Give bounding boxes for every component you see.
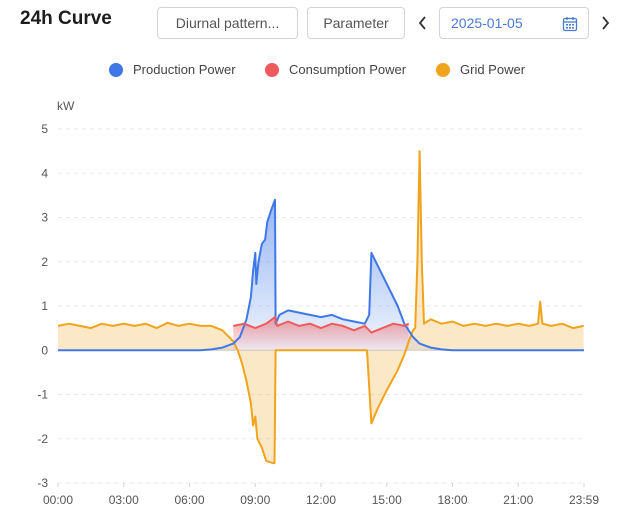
x-tick-label: 12:00 (306, 493, 336, 507)
y-tick-label: -2 (37, 432, 48, 446)
grid-line[interactable] (57, 150, 584, 465)
production-line[interactable] (58, 198, 584, 352)
production-dot-icon (109, 62, 123, 77)
chevron-right-icon (602, 16, 610, 30)
y-axis-unit: kW (57, 99, 75, 113)
next-day-button[interactable] (595, 10, 615, 36)
x-tick-label: 00:00 (43, 493, 73, 507)
y-tick-label: 4 (41, 166, 48, 180)
legend-consumption-label: Consumption Power (289, 62, 407, 77)
consumption-dot-icon (265, 62, 279, 77)
y-tick-label: 3 (41, 211, 48, 225)
x-tick-label: 03:00 (109, 493, 139, 507)
x-tick-label: 09:00 (240, 493, 270, 507)
y-tick-label: -3 (37, 476, 48, 490)
x-tick-label: 21:00 (503, 493, 533, 507)
page-title: 24h Curve (20, 8, 112, 29)
x-tick-label: 18:00 (437, 493, 467, 507)
production-area (58, 199, 584, 351)
date-picker[interactable]: 2025-01-05 (439, 7, 589, 39)
consumption-area (233, 317, 409, 351)
consumption-line[interactable] (233, 316, 410, 334)
grid-area (58, 151, 584, 464)
diurnal-pattern-button[interactable]: Diurnal pattern... (157, 7, 298, 39)
date-value: 2025-01-05 (451, 15, 523, 31)
chart-legend: Production Power Consumption Power Grid … (0, 62, 618, 82)
x-tick-label: 15:00 (372, 493, 402, 507)
y-tick-label: 0 (41, 343, 48, 357)
parameter-button[interactable]: Parameter (307, 7, 405, 39)
x-tick-label: 06:00 (174, 493, 204, 507)
legend-production[interactable]: Production Power (109, 62, 236, 77)
prev-day-button[interactable] (413, 10, 433, 36)
legend-grid[interactable]: Grid Power (436, 62, 525, 77)
x-tick-label: 23:59 (569, 493, 599, 507)
y-tick-label: 1 (41, 299, 48, 313)
grid-dot-icon (436, 62, 450, 77)
legend-grid-label: Grid Power (460, 62, 526, 77)
y-tick-label: -1 (37, 388, 48, 402)
legend-production-label: Production Power (133, 62, 236, 77)
calendar-icon (562, 17, 578, 32)
chevron-left-icon (418, 16, 426, 30)
legend-consumption[interactable]: Consumption Power (265, 62, 406, 77)
y-tick-label: 5 (41, 122, 48, 136)
y-tick-label: 2 (41, 255, 48, 269)
